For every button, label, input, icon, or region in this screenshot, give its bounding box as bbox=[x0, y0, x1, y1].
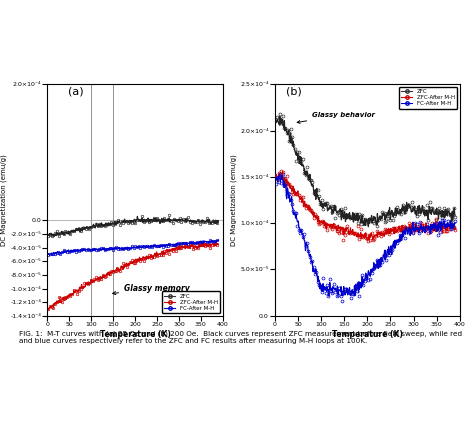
Text: FIG. 1:  M-T curves with (a) 25 Oe and (b) 200 Oe.  Black curves represent ZFC m: FIG. 1: M-T curves with (a) 25 Oe and (b… bbox=[19, 330, 462, 344]
Y-axis label: DC Magnetization (emu/g): DC Magnetization (emu/g) bbox=[231, 154, 237, 246]
Y-axis label: DC Magnetization (emu/g): DC Magnetization (emu/g) bbox=[1, 154, 8, 246]
Text: Weak Superconducting Meissner Effect: Weak Superconducting Meissner Effect bbox=[29, 26, 445, 45]
Text: (b): (b) bbox=[286, 86, 302, 96]
Text: Glassy memory: Glassy memory bbox=[113, 284, 190, 295]
X-axis label: Temperature (K): Temperature (K) bbox=[332, 330, 403, 339]
Text: Detected in LK99: Detected in LK99 bbox=[146, 59, 328, 79]
Text: Glassy behavior: Glassy behavior bbox=[297, 112, 375, 123]
Legend: ZFC, ZFC-After M-H, FC-After M-H: ZFC, ZFC-After M-H, FC-After M-H bbox=[162, 291, 220, 313]
Text: (a): (a) bbox=[68, 86, 84, 96]
Legend: ZFC, ZFC-After M-H, FC-After M-H: ZFC, ZFC-After M-H, FC-After M-H bbox=[399, 87, 457, 109]
X-axis label: Temperature (K): Temperature (K) bbox=[100, 330, 171, 339]
